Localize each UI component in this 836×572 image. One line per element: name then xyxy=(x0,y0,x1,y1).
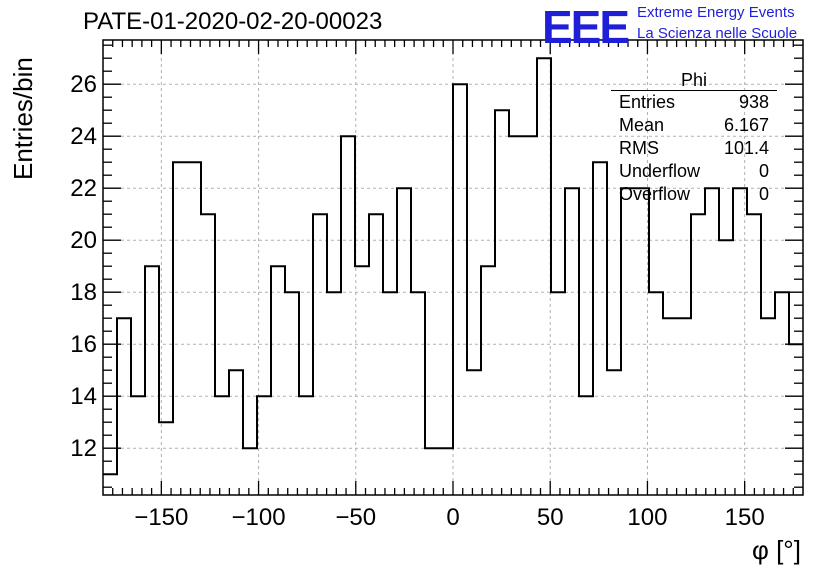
y-tick-label: 14 xyxy=(70,383,97,410)
stats-value: 101.4 xyxy=(723,138,769,158)
x-tick-labels: −150 −100 −50 0 50 100 150 xyxy=(134,504,764,531)
stats-label: Entries xyxy=(619,92,676,112)
y-tick-label: 20 xyxy=(70,227,97,254)
y-tick-label: 24 xyxy=(70,123,97,150)
logo-line-2: La Scienza nelle Scuole xyxy=(637,25,798,42)
eee-logo: EEE xyxy=(542,1,630,53)
y-tick-labels: 12 14 16 18 20 22 24 26 xyxy=(70,71,97,462)
stats-value: 6.167 xyxy=(723,115,769,135)
stats-row: Overflow 0 xyxy=(611,183,777,206)
stats-value: 0 xyxy=(758,184,769,204)
stats-row: RMS 101.4 xyxy=(611,137,777,160)
stats-value: 0 xyxy=(758,161,769,181)
chart-title: PATE-01-2020-02-20-00023 xyxy=(83,8,383,35)
y-axis-label: Entries/bin xyxy=(8,57,38,180)
stats-box: Phi Entries 938 Mean 6.167 RMS 101.4 Und… xyxy=(611,70,777,206)
histogram-series xyxy=(103,57,803,476)
y-tick-label: 12 xyxy=(70,435,97,462)
x-tick-label: 100 xyxy=(627,504,667,531)
histogram-line xyxy=(103,57,803,476)
x-tick-label: 0 xyxy=(446,504,459,531)
stats-label: RMS xyxy=(619,138,659,158)
stats-label: Underflow xyxy=(619,161,701,181)
x-axis-label: φ [°] xyxy=(752,535,801,565)
stats-label: Mean xyxy=(619,115,665,135)
stats-row: Mean 6.167 xyxy=(611,114,777,137)
y-tick-label: 22 xyxy=(70,175,97,202)
x-tick-label: −50 xyxy=(335,504,376,531)
y-tick-label: 26 xyxy=(70,71,97,98)
y-tick-label: 16 xyxy=(70,331,97,358)
stats-title: Phi xyxy=(611,70,777,91)
y-tick-label: 18 xyxy=(70,279,97,306)
x-tick-label: 150 xyxy=(725,504,765,531)
stats-row: Entries 938 xyxy=(611,91,777,114)
x-tick-label: 50 xyxy=(537,504,564,531)
stats-label: Overflow xyxy=(619,184,691,204)
axis-ticks xyxy=(103,40,803,495)
x-tick-label: −150 xyxy=(134,504,188,531)
stats-value: 938 xyxy=(738,92,769,112)
stats-row: Underflow 0 xyxy=(611,160,777,183)
logo-line-1: Extreme Energy Events xyxy=(637,4,795,21)
x-tick-label: −100 xyxy=(232,504,286,531)
